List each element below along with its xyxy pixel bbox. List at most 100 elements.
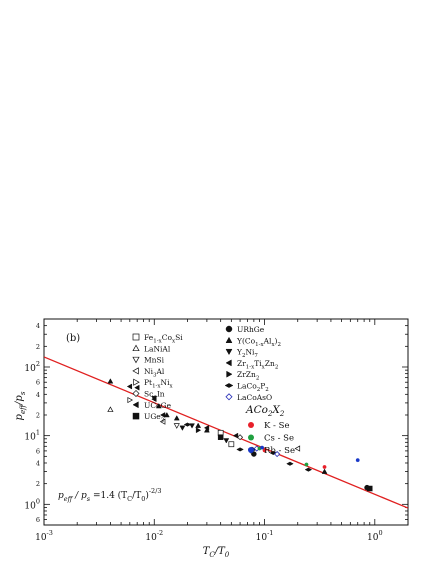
- legend-marker: [132, 344, 140, 352]
- legend-label: Fe1-xCoxSi: [144, 333, 183, 345]
- legend-label: Zr1-xTixZn2: [237, 359, 278, 371]
- legend-label: LaCoAsO: [237, 393, 272, 402]
- legend-label: UGe2: [144, 412, 164, 424]
- legend-marker: [225, 359, 232, 367]
- legend-label: ZrZn2: [237, 370, 259, 382]
- data-point: [223, 438, 230, 444]
- y-minor-tick-label: 4: [36, 459, 40, 467]
- data-point: [217, 434, 224, 440]
- legend-label: Pt1-xNix: [144, 378, 174, 390]
- data-point: [260, 445, 264, 450]
- axes: [43, 318, 409, 526]
- legend-label: MnSi: [144, 356, 165, 365]
- legend-marker: [132, 412, 140, 420]
- data-point: [274, 450, 281, 458]
- aco-legend-marker: [248, 422, 254, 428]
- legend-label: URhGe: [237, 325, 265, 334]
- y-minor-tick-label: 6: [36, 447, 40, 455]
- series-lanial: [107, 406, 114, 412]
- y-axis-label: peff/ps: [14, 391, 27, 420]
- data-point: [203, 424, 210, 431]
- y-minor-tick-label: 6: [36, 379, 40, 387]
- data-point: [173, 423, 180, 429]
- x-tick-label: 10-2: [145, 529, 163, 543]
- series-pt1-xnix: [127, 396, 134, 404]
- data-point: [159, 418, 166, 425]
- y-tick-label: 102: [24, 360, 40, 374]
- y-tick-label: 101: [24, 429, 40, 443]
- data-point: [127, 396, 134, 404]
- y-minor-tick-label: 2: [36, 480, 40, 488]
- data-point: [304, 467, 313, 472]
- legend-marker: [225, 325, 233, 333]
- series-ucoge: [134, 384, 140, 391]
- legend-label: Sc3In: [144, 390, 165, 402]
- data-point: [195, 422, 202, 428]
- aco-legend-label: Rb - Se: [264, 446, 295, 456]
- data-point: [151, 396, 157, 403]
- fit-formula: peff / ps =1.4 (TC/T0)-2/3: [58, 487, 162, 503]
- y-minor-tick-label: 4: [36, 391, 40, 399]
- legend-label: LaCo2P2: [237, 382, 269, 394]
- legend-label: Y2Ni7: [236, 348, 258, 360]
- x-tick-label: 10-1: [256, 529, 274, 543]
- plot-frame: [43, 318, 409, 526]
- legend-label: Ni3Al: [144, 367, 165, 379]
- y-minor-tick-label: 6: [36, 516, 40, 524]
- legend-marker: [225, 336, 233, 343]
- series-rb-se: [260, 445, 360, 463]
- fit-line: [44, 356, 408, 509]
- data-point: [237, 434, 244, 441]
- data-point: [126, 383, 133, 390]
- series-k-se: [262, 448, 327, 469]
- y-tick-label: 100: [24, 497, 40, 511]
- series-laco2p2: [183, 422, 313, 472]
- data-points: [107, 378, 373, 492]
- series-urhge: [251, 451, 370, 491]
- legend-marker: [224, 383, 234, 388]
- x-axis-label: TC/T0: [203, 546, 230, 559]
- aco-legend-label: Cs - Se: [264, 434, 294, 444]
- legend-marker: [132, 333, 140, 341]
- data-point: [232, 432, 239, 439]
- data-point: [321, 468, 328, 474]
- data-point: [159, 412, 166, 418]
- legend-marker: [132, 356, 140, 364]
- legend-marker: [225, 348, 233, 356]
- data-point: [183, 422, 192, 427]
- data-point: [294, 445, 301, 452]
- series-y-co1-xalx-2: [107, 378, 328, 474]
- aco-legend-label: K - Se: [264, 421, 289, 431]
- series-zr1-xtixzn2: [126, 383, 239, 439]
- legend-label: Y(Co1-xAlx)2: [236, 336, 281, 348]
- panel-label: (b): [66, 333, 80, 344]
- data-point: [286, 461, 294, 466]
- series-lacoaso: [253, 445, 281, 458]
- series-ni3al: [159, 418, 301, 452]
- aco-legend-marker: [248, 447, 254, 453]
- series-mnsi: [173, 423, 180, 429]
- data-point: [322, 465, 327, 469]
- y-minor-tick-label: 4: [36, 322, 40, 330]
- legend-marker: [132, 401, 139, 409]
- data-point: [195, 427, 202, 434]
- x-tick-label: 10-3: [35, 529, 53, 543]
- data-point: [228, 441, 235, 448]
- fit-line-layer: [44, 356, 408, 509]
- legend-label: UCoGe: [144, 401, 172, 410]
- data-point: [262, 448, 267, 453]
- legend-marker: [132, 390, 140, 397]
- data-point: [251, 451, 257, 457]
- aco-legend-title: ACo2X2: [245, 404, 285, 418]
- data-point: [355, 458, 360, 463]
- legend-marker: [133, 378, 140, 386]
- data-point: [236, 447, 244, 452]
- data-point: [163, 411, 170, 418]
- legend-marker: [225, 393, 233, 401]
- data-point: [134, 384, 140, 391]
- chart-labels: 10-3 10-2 10-1 100 100 101 102 6 2 4 6 2 4 6 2 4 TC/T0 pe…: [14, 322, 383, 559]
- data-point: [179, 425, 186, 431]
